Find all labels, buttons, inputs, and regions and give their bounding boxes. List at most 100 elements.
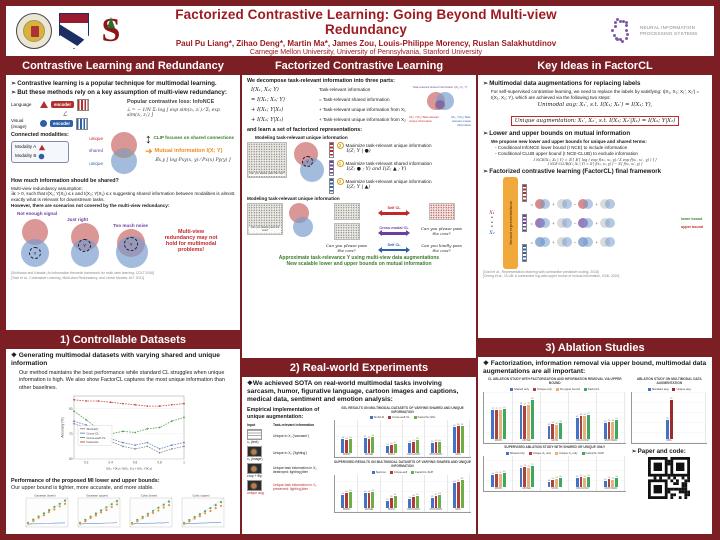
rect-el [670,487,674,491]
div-el [412,496,416,509]
div-el: 76 [531,464,534,467]
div-el: 67 66 69 [358,490,379,509]
item-formula: I(Z; Y | ●) [346,149,371,154]
learn-line: and learn a set of factorized representa… [247,127,363,134]
bar: 67 [363,436,367,454]
loss-symbol-text: ℒ [62,110,68,118]
i-el [624,21,628,25]
bar: 66 [345,491,349,509]
section-4-body: ❖ Generating multimodal datasets with va… [6,349,240,534]
bar: 66 [341,437,345,454]
bar: 66 [583,414,587,440]
span-el [388,415,392,419]
div-el: 72 72 72 73 [485,407,512,440]
div-el [371,437,375,454]
rect-el [684,493,688,497]
bar: 61 [615,418,619,440]
div-el [430,497,434,509]
modality-b-row: Modality B [15,153,65,160]
text-el: SimCLR [87,426,99,430]
bar: 64 [341,493,345,509]
text-el: 0.8 [157,460,162,464]
circle-el [162,505,165,509]
bar-group: 52 58 61 MOSI [381,475,403,513]
eq-rhs: = Task-relevant shared information [319,96,390,102]
bar-group: 58 61 63 MUSTARD [425,475,448,513]
i-el [614,21,618,25]
supervised-ablation-chart: Supervised ablation study with shared or… [483,445,627,492]
mini-venn [578,217,594,230]
circle-el [58,504,61,507]
chart-plot: 60 63 62 65 MIMIC 72 74 73 76 MOSEI 48 52 53 55 MOSI 55… [483,456,627,492]
rect-el [684,479,688,483]
div-el [363,492,367,509]
item-text: Maximize task-relevant unique informatio… [345,143,432,148]
section-contrastive-learning-redundancy: Contrastive Learning and Redundancy ➢Con… [6,58,240,330]
div-el [389,497,393,509]
div-el: 84 87 89 [448,478,469,509]
span-el [505,451,509,455]
redundancy-warning: Multi-view redundancy may not hold for m… [164,229,218,254]
circle-el [170,419,173,422]
item-number: 3 [336,178,344,185]
chart-plot: 64 66 69 MIMIC 67 66 69 MOSEI 52 58 61 MOSI 56 60 62 UR… [334,475,471,514]
div-el: 88 [457,424,460,427]
div-el: 66 64 65 [336,437,357,454]
span-el [369,415,373,419]
circle-el [146,404,149,407]
cow-image-caption-2: Can you please pass the cow? [249,226,281,233]
div-el: MUSTARD [604,439,618,443]
circle-el [134,431,136,433]
div-el [349,491,352,509]
operator: − [573,220,577,226]
key-bullet-2: ➢Lower and upper bounds on mutual inform… [483,130,707,138]
encoder-row: Language encoder ℒ Visual (image) encode… [11,98,235,130]
chart-title: Supervised ablation study with shared or… [504,445,606,450]
span-el [561,198,572,209]
bar: 60 [491,473,495,487]
div-el: 1 Maximize task-relevant shared informati… [336,160,432,176]
div-el: 66 [367,491,371,494]
bar: 53 [607,477,611,487]
thumb-caption: x₁ (text) [247,439,259,444]
span-el [561,217,572,228]
span-el [555,387,559,391]
div-el: 88 [460,424,464,427]
scenario-3: Too much noise Y [113,211,153,269]
text-el: 90 [69,406,73,410]
neurips-line2: PROCESSING SYSTEMS [640,31,698,36]
div-el: 86 [453,425,456,428]
span-el [413,415,417,419]
bar-group: 72 72 72 73 MIMIC [485,392,514,444]
div-el: 57 [551,421,555,424]
circle-el [42,511,45,514]
polyline-el [183,521,222,524]
div-el: 83 [531,398,534,401]
bar-group: 84 87 89 IRFL [448,475,470,513]
circle-el [48,510,51,513]
div-el: 56 [555,422,558,425]
poster-affiliations: Carnegie Mellon University, University o… [249,48,483,56]
div-el: MIMIC [494,439,503,443]
bar: 87 [456,480,460,509]
div-el: 55 [575,476,579,479]
mini-venn [535,236,551,249]
bw-image-2 [333,222,360,240]
citation-2: [Tosh et al., Contrastive Learning, Mult… [11,275,145,280]
circle-el [170,447,173,450]
bar: 66 [579,414,583,440]
experiments-bullet-text: We achieved SOTA on real-world multimoda… [247,380,459,404]
bar: 61 [412,440,416,454]
operator: + [552,239,555,245]
bar: 62 [499,472,502,487]
chart-legend: SupCon Cross+self FactorCL-SUP [334,470,471,474]
operator: = [530,220,534,226]
bar: 58 [559,421,562,440]
cross-modal-cl-label: Cross-modal CL [379,226,409,231]
div-el [579,477,583,487]
circle-el [115,502,119,506]
thumb-caption-red: unique aug [247,490,264,495]
table-row-thumb: crop + flip [247,462,271,478]
div-el: 50 53 52 56 [597,476,624,487]
circle-el [219,504,223,507]
